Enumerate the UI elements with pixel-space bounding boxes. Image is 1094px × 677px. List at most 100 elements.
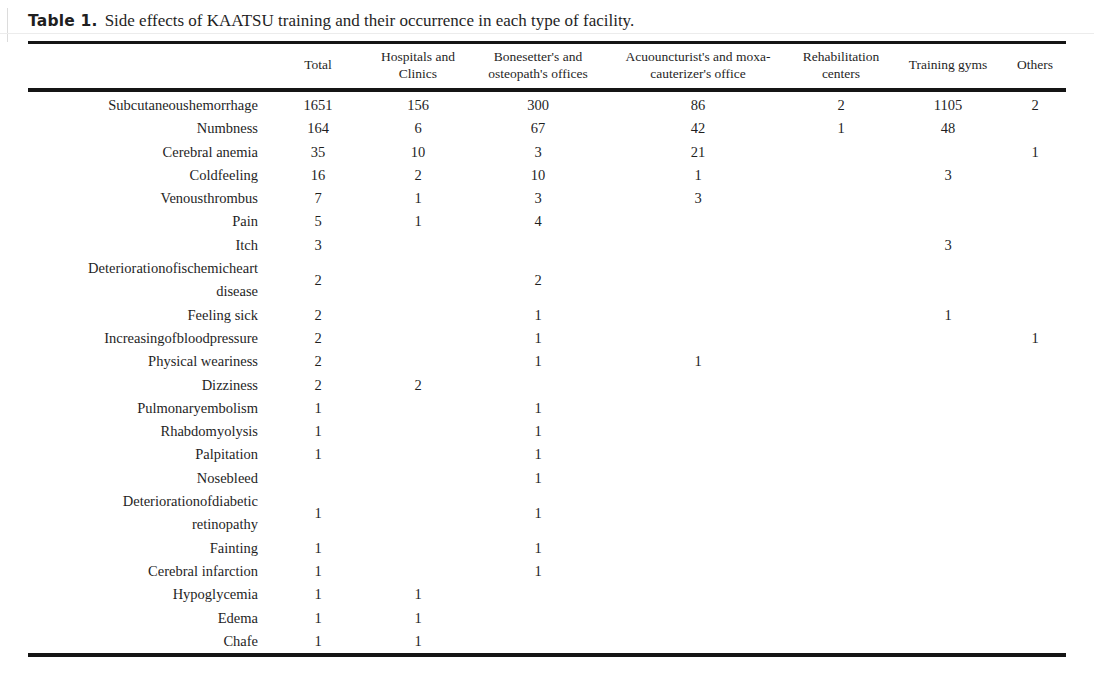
row-label: Itch bbox=[28, 234, 270, 257]
cell-value bbox=[366, 327, 470, 350]
column-header-rehabilitation-centers: Rehabilitation centers bbox=[790, 43, 892, 91]
cell-value bbox=[790, 350, 892, 373]
cell-value: 1 bbox=[270, 607, 366, 630]
cell-value bbox=[606, 630, 790, 655]
cell-value: 3 bbox=[892, 234, 1004, 257]
cell-value: 1 bbox=[470, 467, 606, 490]
cell-value bbox=[790, 327, 892, 350]
cell-value bbox=[606, 304, 790, 327]
cell-value bbox=[1004, 467, 1066, 490]
column-header-acupuncturists-moxa: Acuouncturist's and moxa-cauterizer's of… bbox=[606, 43, 790, 91]
cell-value: 2 bbox=[270, 304, 366, 327]
cell-value bbox=[790, 583, 892, 606]
table-row: Nosebleed 1 bbox=[28, 467, 1066, 490]
cell-value bbox=[1004, 210, 1066, 233]
row-label: Palpitation bbox=[28, 443, 270, 466]
row-label: Deteriorationofischemicheart disease bbox=[28, 257, 270, 304]
cell-value bbox=[606, 374, 790, 397]
cell-value bbox=[1004, 117, 1066, 140]
cell-value bbox=[606, 257, 790, 304]
cell-value: 10 bbox=[470, 164, 606, 187]
cell-value bbox=[790, 467, 892, 490]
cell-value bbox=[1004, 234, 1066, 257]
cell-value: 2 bbox=[470, 257, 606, 304]
cell-value bbox=[1004, 490, 1066, 537]
cell-value: 1 bbox=[470, 443, 606, 466]
cell-value bbox=[892, 327, 1004, 350]
cell-value: 35 bbox=[270, 141, 366, 164]
cell-value: 1 bbox=[270, 630, 366, 655]
cell-value bbox=[606, 490, 790, 537]
cell-value: 1 bbox=[1004, 141, 1066, 164]
cell-value bbox=[366, 304, 470, 327]
cell-value: 1651 bbox=[270, 90, 366, 117]
table-header-row: TotalHospitals and ClinicsBonesetter's a… bbox=[28, 43, 1066, 91]
cell-value bbox=[270, 467, 366, 490]
cell-value bbox=[892, 490, 1004, 537]
table-row: Physical weariness211 bbox=[28, 350, 1066, 373]
cell-value bbox=[1004, 350, 1066, 373]
cell-value bbox=[892, 210, 1004, 233]
cell-value: 3 bbox=[606, 187, 790, 210]
cell-value: 1 bbox=[470, 350, 606, 373]
cell-value: 2 bbox=[790, 90, 892, 117]
cell-value bbox=[1004, 164, 1066, 187]
cell-value bbox=[470, 583, 606, 606]
row-label: Fainting bbox=[28, 537, 270, 560]
cell-value: 1 bbox=[606, 350, 790, 373]
cell-value bbox=[606, 234, 790, 257]
cell-value: 1 bbox=[470, 537, 606, 560]
row-label: Feeling sick bbox=[28, 304, 270, 327]
cell-value: 1 bbox=[470, 420, 606, 443]
row-label: Deteriorationofdiabetic retinopathy bbox=[28, 490, 270, 537]
cell-value: 3 bbox=[892, 164, 1004, 187]
table-row: Itch33 bbox=[28, 234, 1066, 257]
cell-value bbox=[1004, 443, 1066, 466]
column-header-others: Others bbox=[1004, 43, 1066, 91]
cell-value: 1 bbox=[270, 537, 366, 560]
table-row: Pulmonaryembolism11 bbox=[28, 397, 1066, 420]
cell-value: 156 bbox=[366, 90, 470, 117]
cell-value: 1 bbox=[366, 630, 470, 655]
cell-value bbox=[790, 537, 892, 560]
cell-value: 164 bbox=[270, 117, 366, 140]
cell-value bbox=[366, 350, 470, 373]
table-row: Chafe11 bbox=[28, 630, 1066, 655]
cell-value: 3 bbox=[470, 187, 606, 210]
cell-value bbox=[606, 607, 790, 630]
cell-value: 10 bbox=[366, 141, 470, 164]
cell-value: 1 bbox=[270, 560, 366, 583]
cell-value: 48 bbox=[892, 117, 1004, 140]
cell-value: 2 bbox=[270, 327, 366, 350]
cell-value: 2 bbox=[366, 374, 470, 397]
cell-value bbox=[366, 490, 470, 537]
cell-value: 6 bbox=[366, 117, 470, 140]
table-row: Subcutaneoushemorrhage165115630086211052 bbox=[28, 90, 1066, 117]
cell-value bbox=[606, 467, 790, 490]
scan-artifact-vertical-line bbox=[7, 8, 8, 42]
column-header-training-gyms: Training gyms bbox=[892, 43, 1004, 91]
cell-value: 300 bbox=[470, 90, 606, 117]
row-label: Coldfeeling bbox=[28, 164, 270, 187]
cell-value bbox=[790, 607, 892, 630]
cell-value bbox=[790, 630, 892, 655]
cell-value bbox=[892, 257, 1004, 304]
cell-value: 1 bbox=[470, 327, 606, 350]
cell-value: 42 bbox=[606, 117, 790, 140]
cell-value bbox=[606, 210, 790, 233]
cell-value bbox=[892, 350, 1004, 373]
cell-value: 4 bbox=[470, 210, 606, 233]
row-label: Edema bbox=[28, 607, 270, 630]
cell-value bbox=[366, 420, 470, 443]
cell-value bbox=[1004, 607, 1066, 630]
cell-value bbox=[892, 630, 1004, 655]
cell-value: 1 bbox=[470, 490, 606, 537]
cell-value bbox=[790, 210, 892, 233]
cell-value bbox=[366, 537, 470, 560]
cell-value bbox=[892, 187, 1004, 210]
table-caption-text: Side effects of KAATSU training and thei… bbox=[105, 11, 635, 30]
cell-value: 5 bbox=[270, 210, 366, 233]
table-row: Cerebral infarction11 bbox=[28, 560, 1066, 583]
table-row: Cerebral anemia35103211 bbox=[28, 141, 1066, 164]
row-label: Nosebleed bbox=[28, 467, 270, 490]
